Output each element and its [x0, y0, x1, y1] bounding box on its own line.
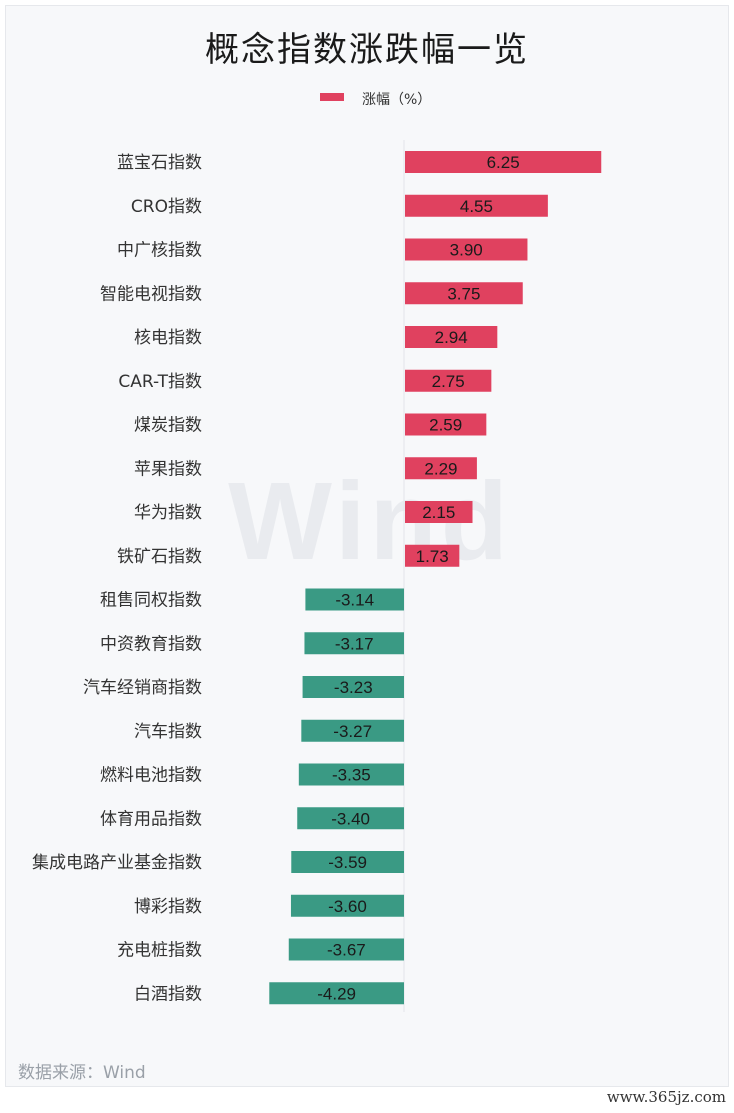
- category-label: 租售同权指数: [100, 591, 202, 611]
- bar-value-label: 2.94: [435, 328, 468, 347]
- bar-3: [405, 238, 528, 261]
- bar-19: [288, 938, 404, 961]
- bar-14: [301, 719, 404, 742]
- bar-value-label: 6.25: [487, 153, 520, 172]
- category-label: 苹果指数: [134, 459, 202, 479]
- bar-value-label: 2.29: [424, 459, 457, 478]
- bar-value-label: -4.29: [317, 984, 356, 1003]
- bar-value-label: 4.55: [460, 197, 493, 216]
- bar-15: [298, 763, 404, 786]
- bar-value-label: -3.59: [328, 853, 367, 872]
- bar-value-label: -3.35: [332, 766, 371, 785]
- bar-value-label: -3.17: [335, 634, 374, 653]
- category-label: 蓝宝石指数: [117, 153, 202, 173]
- bar-9: [405, 501, 473, 523]
- bar-11: [305, 588, 404, 611]
- category-label: 智能电视指数: [100, 284, 202, 304]
- category-label: 华为指数: [134, 503, 202, 523]
- bar-value-label: 3.75: [447, 284, 480, 303]
- category-label: 博彩指数: [134, 897, 202, 917]
- category-label: 充电桩指数: [117, 941, 202, 961]
- bar-value-label: -3.14: [335, 591, 374, 610]
- bar-18: [290, 894, 404, 917]
- category-label: 核电指数: [134, 328, 202, 348]
- category-label: 集成电路产业基金指数: [32, 853, 202, 873]
- bar-2: [405, 194, 548, 217]
- bar-17: [291, 851, 404, 873]
- bar-value-label: -3.60: [328, 897, 367, 916]
- category-label: 汽车指数: [134, 722, 202, 742]
- category-label: 白酒指数: [134, 984, 202, 1004]
- bar-1: [405, 151, 602, 173]
- bar-value-label: 2.15: [422, 503, 455, 522]
- bar-value-label: 2.75: [432, 372, 465, 391]
- bar-10: [405, 544, 460, 567]
- source-note: 数据来源：Wind: [18, 1063, 146, 1083]
- bar-8: [405, 457, 477, 480]
- bar-12: [304, 632, 404, 655]
- bar-value-label: 3.90: [450, 241, 483, 260]
- category-label: 中广核指数: [117, 241, 202, 261]
- legend-swatch: [320, 93, 344, 101]
- category-label: CRO指数: [131, 197, 202, 217]
- category-label: 中资教育指数: [100, 634, 202, 654]
- bar-6: [405, 369, 492, 392]
- category-label: 燃料电池指数: [100, 766, 202, 786]
- category-label: 煤炭指数: [134, 416, 202, 436]
- bar-value-label: -3.67: [327, 941, 366, 960]
- bar-13: [302, 676, 404, 698]
- legend-label: 涨幅（%）: [362, 92, 432, 108]
- chart-title: 概念指数涨跌幅一览: [205, 30, 529, 70]
- category-label: CAR-T指数: [118, 372, 202, 392]
- bar-value-label: -3.27: [333, 722, 372, 741]
- bar-16: [297, 807, 404, 830]
- bar-20: [269, 982, 404, 1005]
- bar-4: [405, 282, 523, 305]
- bar-value-label: 1.73: [416, 547, 449, 566]
- bar-value-label: -3.40: [331, 809, 370, 828]
- site-watermark: www.365jz.com: [606, 1088, 726, 1106]
- category-label: 铁矿石指数: [117, 547, 202, 567]
- bar-5: [405, 326, 498, 348]
- bar-value-label: 2.59: [429, 416, 462, 435]
- category-label: 体育用品指数: [100, 809, 202, 829]
- category-label: 汽车经销商指数: [83, 678, 202, 698]
- bar-value-label: -3.23: [334, 678, 373, 697]
- bar-7: [405, 413, 487, 436]
